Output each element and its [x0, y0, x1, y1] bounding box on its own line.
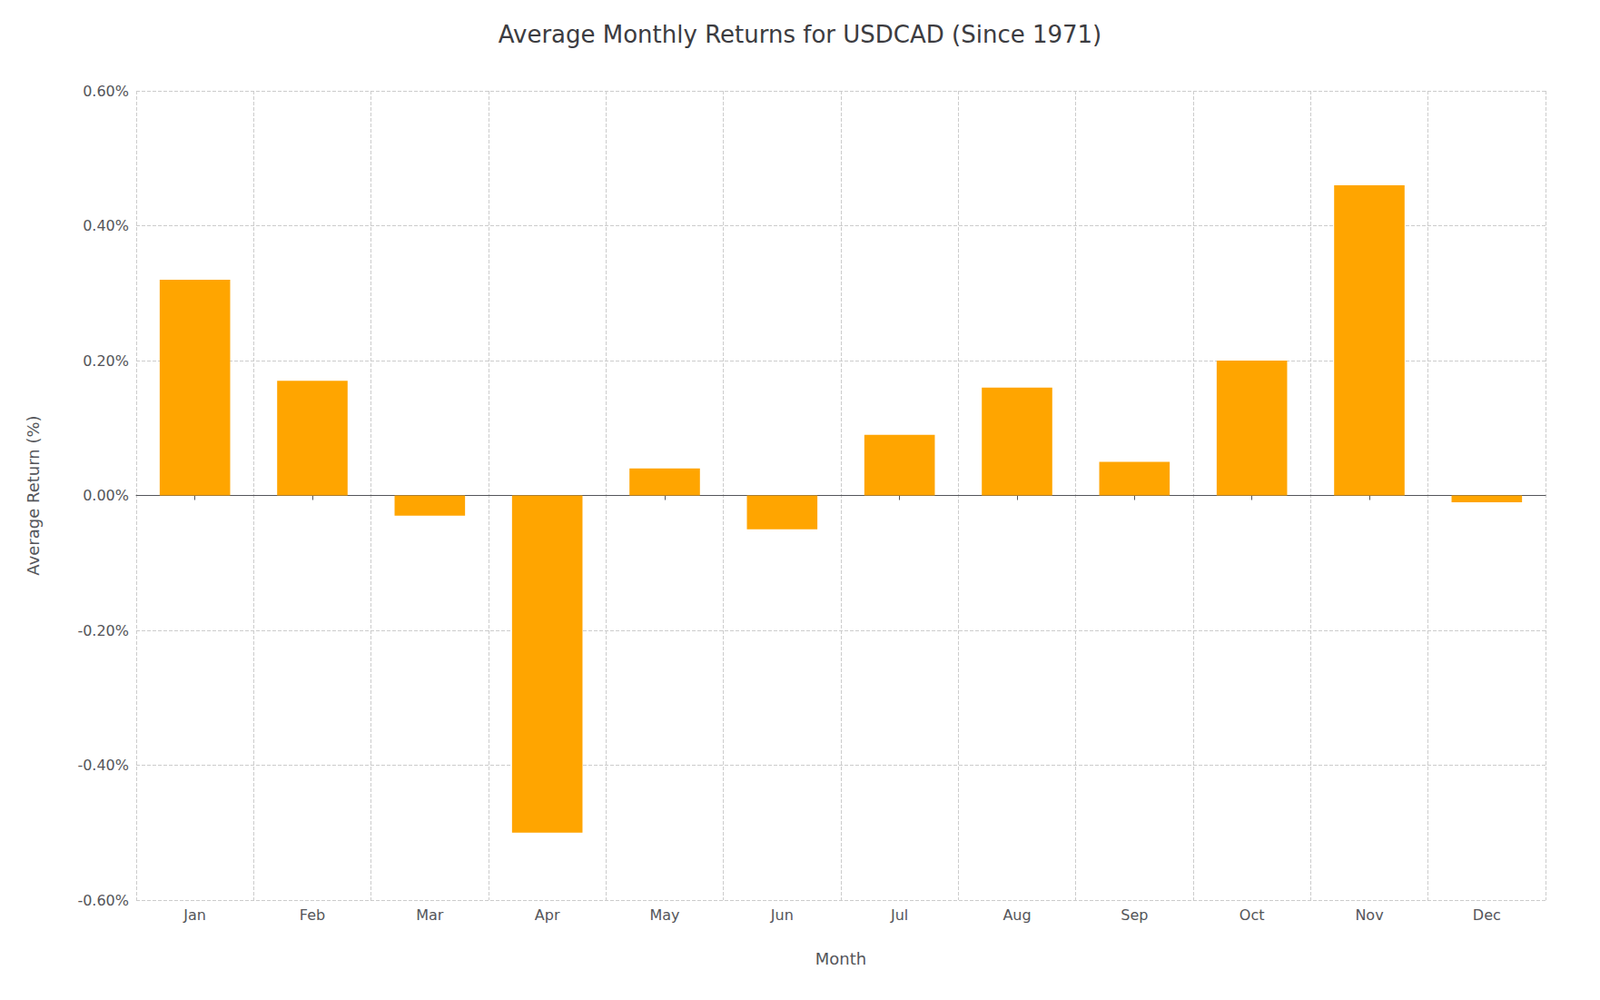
svg-text:Jan: Jan [182, 906, 207, 924]
svg-text:Average Return (%): Average Return (%) [23, 414, 43, 575]
svg-text:Dec: Dec [1472, 906, 1502, 924]
svg-text:0.20%: 0.20% [82, 352, 129, 370]
svg-text:0.00%: 0.00% [82, 486, 129, 504]
svg-text:Mar: Mar [415, 906, 445, 924]
svg-text:Average Monthly Returns for US: Average Monthly Returns for USDCAD (Sinc… [498, 20, 1103, 49]
svg-text:Nov: Nov [1354, 906, 1383, 924]
svg-text:Jul: Jul [889, 906, 909, 924]
svg-text:Jun: Jun [770, 906, 794, 924]
svg-text:May: May [649, 906, 680, 924]
svg-text:Month: Month [815, 948, 867, 968]
svg-text:-0.60%: -0.60% [77, 891, 129, 909]
svg-text:0.60%: 0.60% [82, 82, 129, 100]
svg-text:Sep: Sep [1120, 906, 1148, 924]
svg-text:Apr: Apr [534, 906, 561, 924]
svg-text:-0.40%: -0.40% [77, 756, 129, 774]
svg-text:-0.20%: -0.20% [77, 622, 129, 640]
svg-text:0.40%: 0.40% [82, 217, 129, 235]
svg-text:Aug: Aug [1002, 906, 1031, 924]
svg-text:Oct: Oct [1239, 906, 1265, 924]
svg-text:Feb: Feb [299, 906, 326, 924]
